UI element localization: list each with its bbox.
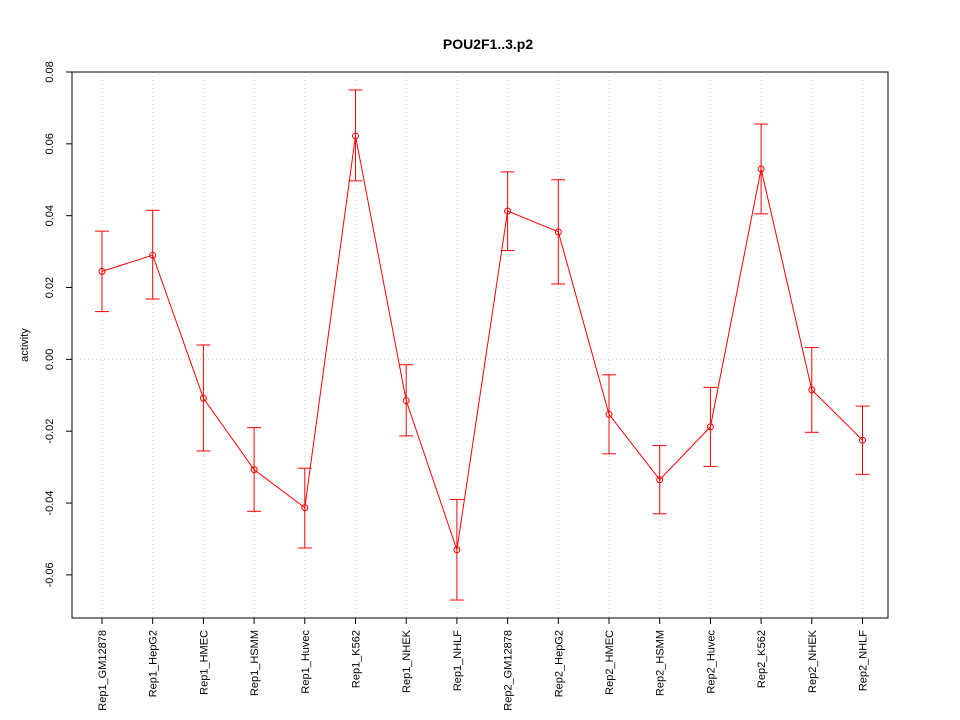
data-point: [250, 466, 258, 474]
data-point-group: [145, 209, 160, 300]
x-tick-label: Rep2_GM12878: [503, 630, 515, 711]
y-tick-label: -0.04: [44, 491, 56, 516]
x-tick-label: Rep1_HSMM: [249, 630, 261, 696]
x-tick-label: Rep1_GM12878: [97, 630, 109, 711]
y-tick-label: 0.04: [44, 205, 56, 226]
y-tick-label: 0.08: [44, 61, 56, 82]
x-axis: Rep1_GM12878 Rep1_HepG2 Rep1_HMEC Rep1_HSMM…: [97, 618, 870, 711]
data-point: [859, 436, 866, 444]
data-point: [554, 228, 562, 236]
data-point: [656, 476, 664, 484]
data-point-group: [449, 498, 464, 601]
data-point-group: [348, 89, 363, 182]
x-tick-label: Rep2_HSMM: [655, 630, 667, 696]
x-tick-label: Rep1_HMEC: [198, 630, 210, 695]
x-tick-label: Rep2_HMEC: [604, 630, 616, 695]
data-point-group: [247, 427, 262, 512]
data-point: [199, 394, 207, 402]
data-point: [98, 267, 106, 275]
y-tick-label: 0.02: [44, 277, 56, 298]
x-tick-label: Rep1_K562: [351, 630, 363, 688]
y-tick-label: 0.06: [44, 133, 56, 154]
x-tick-label: Rep2_NHEK: [807, 629, 819, 693]
x-tick-label: Rep2_NHLF: [858, 630, 870, 691]
data-point-group: [602, 374, 616, 455]
y-tick-label: -0.02: [44, 419, 56, 444]
series-line: [101, 135, 863, 550]
data-point-group: [196, 344, 211, 452]
y-tick-label: -0.06: [44, 562, 56, 587]
plot-frame: [71, 71, 889, 619]
data-point-group: [804, 347, 819, 433]
data-point-group: [95, 230, 109, 313]
x-tick-label: Rep2_K562: [756, 630, 768, 688]
y-tick-label: 0.00: [44, 349, 56, 370]
x-tick-label: Rep2_Huvec: [705, 630, 717, 694]
data-point-group: [652, 445, 667, 515]
data-point: [301, 504, 309, 512]
data-point: [453, 546, 461, 554]
data-point: [605, 410, 613, 418]
data-point: [808, 386, 816, 394]
data-point: [504, 207, 512, 215]
series: [95, 89, 870, 601]
y-axis-label: activity: [19, 328, 31, 362]
data-point-group: [399, 364, 414, 437]
data-point: [149, 251, 157, 259]
chart-title: POU2F1..3.p2: [443, 36, 533, 52]
x-tick-label: Rep1_HepG2: [148, 630, 160, 697]
data-point-group: [500, 171, 515, 252]
data-point-group: [855, 405, 870, 475]
data-point: [352, 132, 359, 140]
x-tick-label: Rep1_NHLF: [452, 630, 464, 691]
data-point: [757, 165, 765, 173]
data-point: [402, 397, 410, 405]
data-point-group: [551, 179, 566, 285]
x-tick-label: Rep2_HepG2: [553, 630, 565, 697]
x-tick-label: Rep1_NHEK: [401, 629, 413, 693]
grid: [72, 72, 888, 618]
data-point-group: [754, 123, 769, 215]
data-point: [706, 423, 714, 431]
y-axis: -0.06 -0.04 -0.02 0.00 0.02 0.04 0.06 0.08: [44, 61, 72, 587]
data-point-group: [703, 386, 718, 467]
x-tick-label: Rep1_Huvec: [300, 630, 312, 694]
data-point-group: [297, 467, 312, 549]
